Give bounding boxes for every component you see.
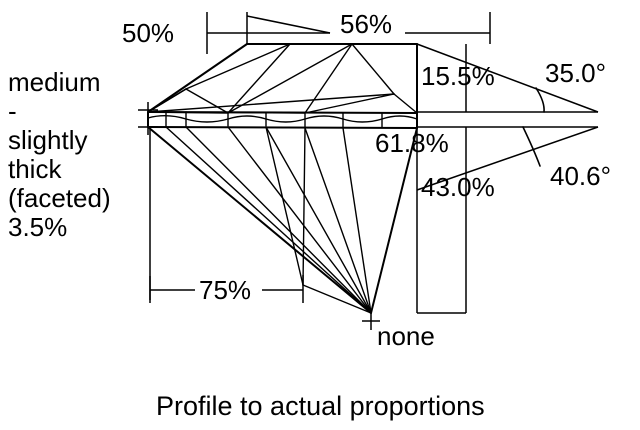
label-table-percent: 56% [340,9,392,39]
label-total-depth-percent: 61.8% [375,128,449,158]
label-girdle-line-5: (faceted) [8,183,111,213]
diamond-pavilion [147,126,418,314]
culet-tick-mark [362,313,380,330]
label-pavilion-depth-percent: 43.0% [421,172,495,202]
label-crown-angle: 35.0° [545,58,606,88]
diamond-crown [147,43,418,114]
angle-pavilion-40 [416,126,599,191]
label-girdle-line-3: slightly [8,125,87,155]
label-girdle-line-4: thick [8,154,62,184]
crown-facets [147,43,418,114]
girdle-facets [147,111,418,128]
dim-crown-height [417,44,520,113]
label-crown-height-percent: 15.5% [421,61,495,91]
diagram-caption: Profile to actual proportions [156,391,485,421]
label-pavilion-angle: 40.6° [550,161,611,191]
dim-table-56 [246,12,491,44]
label-culet: none [377,321,435,351]
label-girdle-line-2: - [8,96,17,126]
angle-crown-35 [416,43,599,113]
dim-star-50 [206,12,248,54]
label-star-percent: 50% [122,18,174,48]
label-girdle-line-1: medium [8,67,100,97]
pavilion-facets [165,126,372,314]
label-lower-girdle-percent: 75% [199,275,251,305]
label-girdle-thickness-percent: 3.5% [8,212,67,242]
